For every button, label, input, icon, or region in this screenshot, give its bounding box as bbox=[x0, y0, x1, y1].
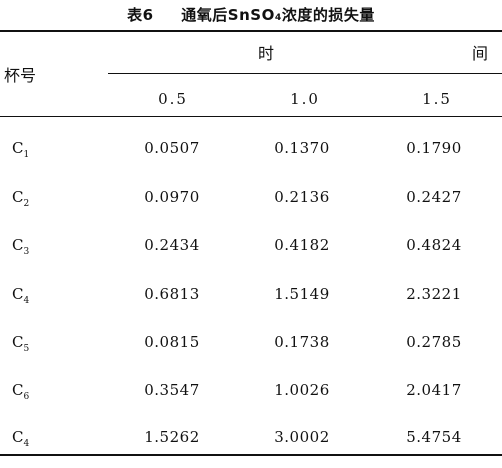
value-cell: 0.2785 bbox=[406, 333, 462, 351]
cup-label: C5 bbox=[12, 333, 30, 354]
value-cell: 0.3547 bbox=[144, 381, 200, 399]
value-cell: 0.4824 bbox=[406, 236, 462, 254]
cup-label: C6 bbox=[12, 381, 30, 402]
value-cell: 1.0026 bbox=[274, 381, 330, 399]
cup-label: C4 bbox=[12, 428, 30, 449]
table-row: C6 0.3547 1.0026 2.0417 bbox=[0, 381, 502, 421]
value-cell: 1.5262 bbox=[144, 428, 200, 446]
header-span-rule bbox=[108, 73, 502, 74]
table-row: C5 0.0815 0.1738 0.2785 bbox=[0, 333, 502, 373]
value-cell: 0.2427 bbox=[406, 188, 462, 206]
table-caption: 通氧后SnSO₄浓度的损失量 bbox=[181, 6, 375, 24]
table-row: C3 0.2434 0.4182 0.4824 bbox=[0, 236, 502, 276]
table-row: C1 0.0507 0.1370 0.1790 bbox=[0, 139, 502, 179]
header-time-part1: 时 bbox=[258, 44, 275, 63]
value-cell: 0.2434 bbox=[144, 236, 200, 254]
value-cell: 0.1790 bbox=[406, 139, 462, 157]
value-cell: 0.2136 bbox=[274, 188, 330, 206]
table-row: C4 0.6813 1.5149 2.3221 bbox=[0, 285, 502, 325]
value-cell: 0.0507 bbox=[144, 139, 200, 157]
value-cell: 0.1738 bbox=[274, 333, 330, 351]
cup-label: C3 bbox=[12, 236, 30, 257]
header-rule bbox=[0, 116, 502, 117]
header-cup-number: 杯号 bbox=[4, 66, 37, 85]
value-cell: 0.1370 bbox=[274, 139, 330, 157]
cup-label: C4 bbox=[12, 285, 30, 306]
cup-label: C2 bbox=[12, 188, 30, 209]
table-row: C4 1.5262 3.0002 5.4754 bbox=[0, 428, 502, 468]
value-cell: 0.4182 bbox=[274, 236, 330, 254]
value-cell: 2.0417 bbox=[406, 381, 462, 399]
top-rule bbox=[0, 30, 502, 32]
column-header-0: 0.5 bbox=[158, 90, 188, 108]
table-row: C2 0.0970 0.2136 0.2427 bbox=[0, 188, 502, 228]
value-cell: 0.0815 bbox=[144, 333, 200, 351]
value-cell: 3.0002 bbox=[274, 428, 330, 446]
table-title: 表6 通氧后SnSO₄浓度的损失量 bbox=[0, 4, 502, 25]
value-cell: 2.3221 bbox=[406, 285, 462, 303]
cup-label: C1 bbox=[12, 139, 30, 160]
value-cell: 0.6813 bbox=[144, 285, 200, 303]
value-cell: 1.5149 bbox=[274, 285, 330, 303]
column-header-2: 1.5 bbox=[422, 90, 452, 108]
table-number: 表6 bbox=[127, 6, 154, 24]
bottom-rule bbox=[0, 454, 502, 456]
value-cell: 0.0970 bbox=[144, 188, 200, 206]
header-time-part2: 间 bbox=[472, 44, 489, 63]
column-header-1: 1.0 bbox=[290, 90, 320, 108]
value-cell: 5.4754 bbox=[406, 428, 462, 446]
